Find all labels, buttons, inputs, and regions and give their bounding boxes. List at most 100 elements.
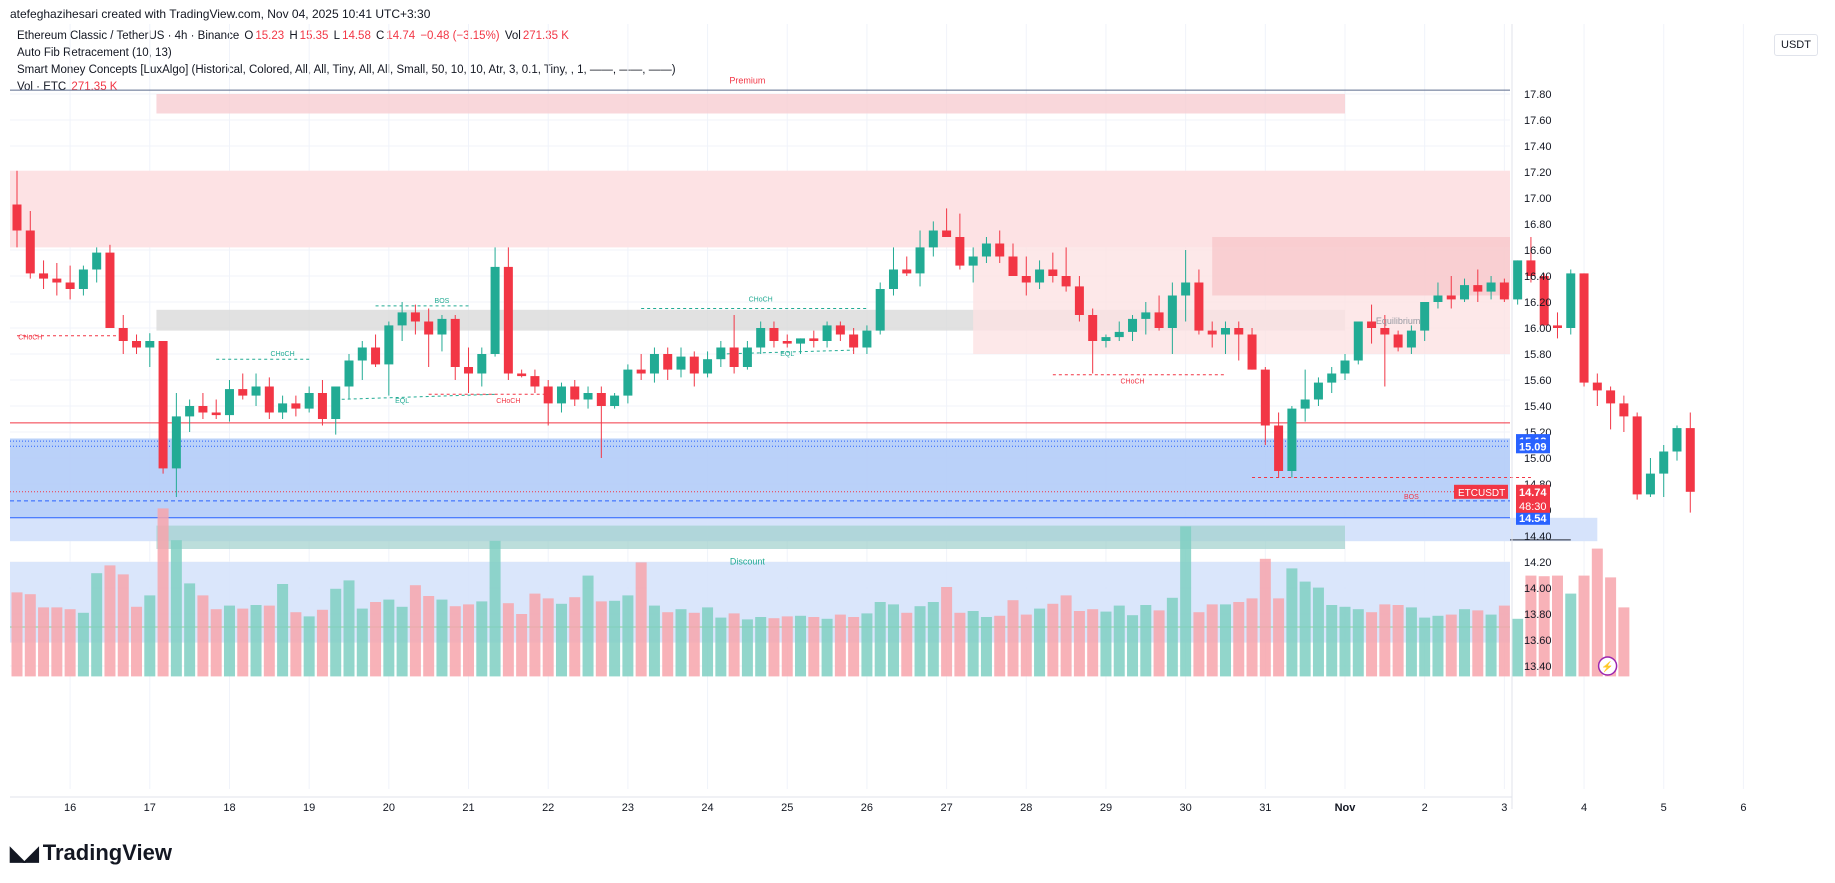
candle-down: [1499, 282, 1509, 300]
candle-up: [1327, 373, 1337, 383]
volume-bar: [1007, 600, 1019, 677]
time-tick-label: 4: [1581, 802, 1587, 814]
volume-bar: [741, 619, 753, 677]
price-tick-label: 16.20: [1524, 297, 1552, 309]
volume-bar: [622, 595, 634, 677]
time-tick-label: 23: [622, 802, 634, 814]
candle-down: [1367, 321, 1377, 328]
candle-up: [185, 406, 195, 417]
last-price-label: 14.74: [1519, 487, 1547, 499]
candle-down: [12, 204, 22, 231]
candle-down: [450, 318, 460, 367]
price-tick-label: 14.40: [1524, 531, 1552, 543]
volume-bar: [1166, 597, 1178, 677]
volume-bar: [1472, 610, 1484, 677]
candle-down: [1154, 312, 1164, 328]
candle-down: [636, 369, 646, 374]
price-tick-label: 16.00: [1524, 323, 1552, 335]
candle-up: [92, 252, 102, 270]
volume-bar: [250, 605, 262, 677]
volume-bar: [170, 540, 182, 677]
volume-bar: [1100, 611, 1112, 677]
chart-area[interactable]: Premium Discount Equilibrium CHoCH CHoCH BOS E…: [10, 24, 1830, 829]
volume-bar: [1432, 615, 1444, 677]
created-by-line: atefeghazihesari created with TradingVie…: [10, 7, 431, 21]
volume-bar: [1153, 610, 1165, 677]
level-badge-label: 14.54: [1519, 513, 1547, 525]
volume-bar: [223, 605, 235, 677]
volume-bar: [914, 606, 926, 677]
time-tick-label: 25: [781, 802, 793, 814]
price-tick-label: 16.40: [1524, 271, 1552, 283]
volume-bar: [1312, 587, 1324, 677]
volume-bar: [569, 597, 581, 677]
high-value: 15.35: [299, 30, 329, 42]
volume-bar: [648, 605, 660, 677]
volume-bar: [1445, 614, 1457, 677]
candle-down: [238, 389, 248, 396]
volume-bar: [396, 606, 408, 677]
time-tick-label: 26: [861, 802, 873, 814]
volume-bar: [715, 617, 727, 677]
candle-up: [915, 247, 925, 274]
price-tick-label: 17.60: [1524, 115, 1552, 127]
volume-bar: [927, 602, 939, 677]
candle-down: [1539, 276, 1549, 326]
volume-bar: [941, 587, 953, 677]
volume-bar: [1459, 609, 1471, 677]
candle-down: [1526, 260, 1536, 276]
price-tick-label: 17.80: [1524, 89, 1552, 101]
candle-down: [1260, 369, 1270, 426]
candle-down: [849, 334, 859, 348]
volume-bar: [1073, 611, 1085, 677]
candle-down: [25, 230, 35, 274]
candle-down: [543, 386, 553, 404]
candle-up: [1340, 360, 1350, 374]
currency-button[interactable]: USDT: [1774, 34, 1818, 56]
symbol-legend[interactable]: Ethereum Classic / TetherUS · 4h · Binan…: [17, 30, 571, 42]
tradingview-brand: ◣◢ TradingView: [10, 840, 172, 866]
candle-down: [902, 269, 912, 274]
volume-label: Vol: [504, 30, 521, 42]
volume-bar: [609, 600, 621, 677]
candle-down: [769, 328, 779, 341]
structure-label: CHoCH: [749, 297, 773, 304]
premium-zone-top: [156, 94, 1346, 114]
candle-up: [556, 386, 566, 404]
candle-down: [1194, 282, 1204, 331]
volume-bar: [1034, 608, 1046, 677]
time-tick-label: 21: [462, 802, 474, 814]
candle-down: [1380, 328, 1390, 335]
volume-bar: [1299, 581, 1311, 677]
candle-down: [198, 406, 208, 413]
candle-down: [317, 393, 327, 419]
volume-bar: [383, 599, 395, 677]
volume-bar: [316, 609, 328, 677]
candle-up: [1181, 282, 1191, 296]
candle-up: [1513, 260, 1523, 300]
indicator-smc-legend[interactable]: Smart Money Concepts [LuxAlgo] (Historic…: [17, 64, 676, 76]
open-label: O: [244, 30, 254, 42]
demand-zone: [10, 438, 1510, 518]
price-chart[interactable]: Premium Discount Equilibrium CHoCH CHoCH BOS E…: [10, 24, 1830, 824]
volume-bar: [1259, 558, 1271, 677]
volume-bar: [1219, 604, 1231, 677]
candle-up: [78, 269, 88, 289]
volume-bar: [1551, 575, 1563, 677]
candle-down: [291, 403, 301, 409]
volume-bar: [330, 588, 342, 677]
indicator-fib-legend[interactable]: Auto Fib Retracement (10, 13): [17, 47, 172, 59]
candle-up: [145, 341, 155, 348]
candle-up: [278, 403, 288, 413]
candle-down: [1074, 286, 1084, 315]
candle-up: [1128, 318, 1138, 332]
candle-down: [809, 338, 819, 341]
volume-bar: [144, 595, 156, 677]
volume-bar: [1339, 606, 1351, 677]
volume-bar: [476, 601, 488, 677]
volume-bar: [263, 605, 275, 677]
symbol-title[interactable]: Ethereum Classic / TetherUS · 4h · Binan…: [17, 30, 240, 42]
volume-bar: [1060, 595, 1072, 677]
volume-bar: [24, 594, 36, 677]
volume-bar: [1246, 598, 1258, 677]
